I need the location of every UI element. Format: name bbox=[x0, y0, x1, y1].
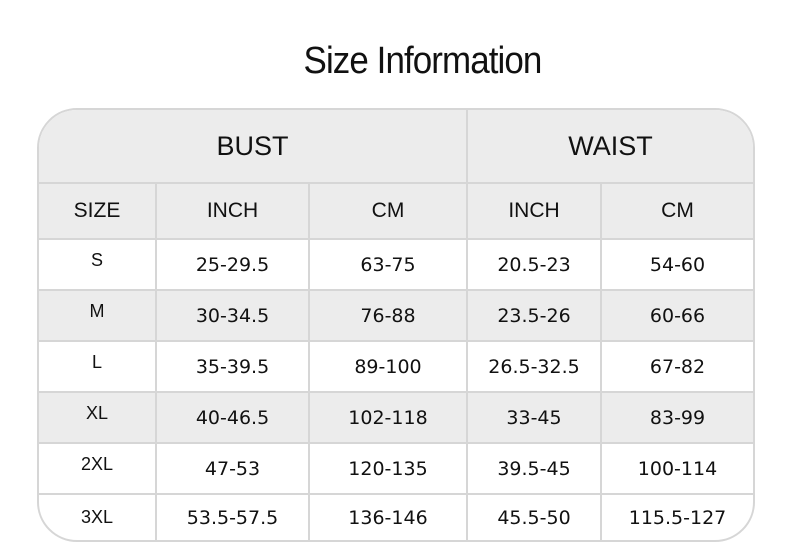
size-table: BUST WAIST SIZE INCH CM INCH CM S 25-29.5… bbox=[37, 108, 755, 542]
cell-bust-cm: 120-135 bbox=[310, 444, 468, 493]
cell-waist-inch: 23.5-26 bbox=[468, 291, 602, 340]
header-waist-inch: INCH bbox=[468, 184, 602, 238]
cell-bust-cm: 102-118 bbox=[310, 393, 468, 442]
subheader-row: SIZE INCH CM INCH CM bbox=[39, 184, 753, 240]
header-bust-cm: CM bbox=[310, 184, 468, 238]
cell-bust-inch: 25-29.5 bbox=[157, 240, 310, 289]
cell-bust-inch: 35-39.5 bbox=[157, 342, 310, 391]
cell-waist-inch: 26.5-32.5 bbox=[468, 342, 602, 391]
table-row: 3XL 53.5-57.5 136-146 45.5-50 115.5-127 bbox=[39, 495, 753, 540]
cell-bust-cm: 76-88 bbox=[310, 291, 468, 340]
cell-size: 3XL bbox=[39, 495, 157, 540]
table-row: 2XL 47-53 120-135 39.5-45 100-114 bbox=[39, 444, 753, 495]
cell-waist-cm: 67-82 bbox=[649, 355, 706, 378]
cell-bust-inch: 47-53 bbox=[157, 444, 310, 493]
cell-waist-cm: 115.5-127 bbox=[628, 507, 727, 529]
table-row: M 30-34.5 76-88 23.5-26 60-66 bbox=[39, 291, 753, 342]
group-waist: WAIST bbox=[568, 130, 653, 161]
header-size: SIZE bbox=[39, 184, 157, 238]
cell-bust-inch: 53.5-57.5 bbox=[157, 495, 310, 540]
cell-waist-inch: 20.5-23 bbox=[468, 240, 602, 289]
cell-waist-cm: 100-114 bbox=[637, 457, 718, 480]
cell-size: XL bbox=[39, 393, 157, 442]
cell-size: L bbox=[39, 342, 157, 391]
header-bust-inch: INCH bbox=[157, 184, 310, 238]
cell-size: 2XL bbox=[39, 444, 157, 493]
table-row: L 35-39.5 89-100 26.5-32.5 67-82 bbox=[39, 342, 753, 393]
cell-waist-inch: 39.5-45 bbox=[468, 444, 602, 493]
cell-bust-cm: 136-146 bbox=[310, 495, 468, 540]
cell-size: M bbox=[39, 291, 157, 340]
group-bust: BUST bbox=[39, 110, 468, 182]
cell-bust-cm: 89-100 bbox=[310, 342, 468, 391]
group-header-row: BUST WAIST bbox=[39, 110, 753, 184]
cell-bust-inch: 40-46.5 bbox=[157, 393, 310, 442]
cell-size: S bbox=[39, 240, 157, 289]
table-row: XL 40-46.5 102-118 33-45 83-99 bbox=[39, 393, 753, 444]
cell-waist-cm: 83-99 bbox=[649, 406, 706, 429]
cell-bust-cm: 63-75 bbox=[310, 240, 468, 289]
table-row: S 25-29.5 63-75 20.5-23 54-60 bbox=[39, 240, 753, 291]
cell-bust-inch: 30-34.5 bbox=[157, 291, 310, 340]
cell-waist-inch: 33-45 bbox=[468, 393, 602, 442]
cell-waist-cm: 54-60 bbox=[649, 253, 706, 276]
cell-waist-inch: 45.5-50 bbox=[468, 495, 602, 540]
header-waist-cm: CM bbox=[661, 199, 694, 222]
cell-waist-cm: 60-66 bbox=[649, 304, 706, 327]
page-title: Size Information bbox=[303, 40, 543, 82]
